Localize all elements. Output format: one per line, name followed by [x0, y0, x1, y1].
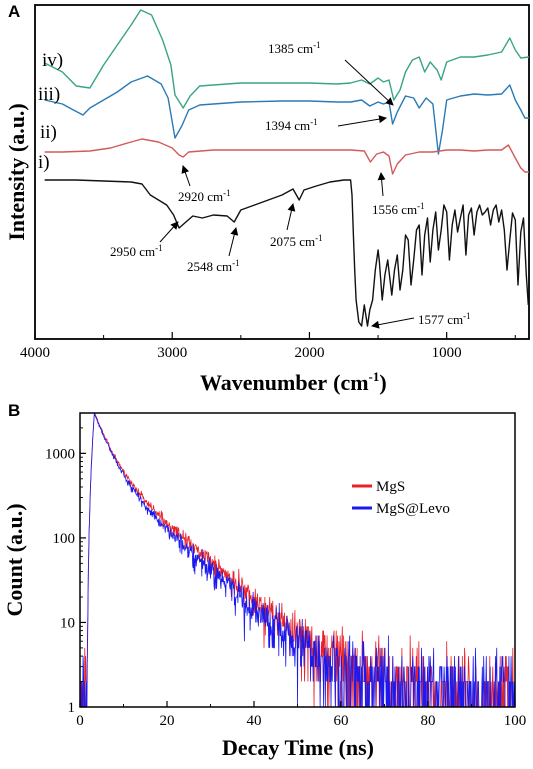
panel-a-annotations: 1385 cm-1 1394 cm-1 2920 cm-1 1556 cm-1 2950… — [110, 40, 471, 329]
b-ytick-label-1000: 1000 — [45, 446, 75, 462]
panel-a-series — [44, 9, 530, 327]
panel-b-letter: B — [8, 401, 20, 420]
xtick-label-2000: 2000 — [294, 345, 324, 361]
panel-a-letter: A — [8, 2, 20, 21]
series-label-4: i) — [38, 152, 50, 173]
panel-a: A iv) iii) ii) i) 1385 cm-1 1394 cm-1 2920 cm… — [4, 2, 530, 395]
legend-label-mgs-levo: MgS@Levo — [376, 501, 450, 517]
annotation-arrow-8 — [371, 317, 415, 329]
b-ytick-label-1: 1 — [68, 700, 76, 716]
annotation-label-1: 1385 cm-1 — [268, 40, 321, 56]
xtick-label-3000: 3000 — [157, 345, 187, 361]
panel-a-xlabel: Wavenumber (cm-1) — [200, 369, 387, 395]
annotation-label-7: 2075 cm-1 — [270, 233, 323, 249]
annotation-arrow-4 — [377, 172, 386, 197]
panel-b-legend: MgS MgS@Levo — [352, 479, 450, 517]
panel-b-series — [79, 413, 516, 708]
b-ytick-label-10: 10 — [60, 615, 75, 631]
panel-b: B 0 20 40 60 80 100 1 10 100 1000 MgS MgS@Levo De… — [2, 401, 526, 760]
xtick-label-1000: 1000 — [432, 345, 462, 361]
annotation-arrow-1 — [344, 59, 394, 106]
annotation-label-3: 2920 cm-1 — [178, 188, 231, 204]
series-line-4 — [44, 179, 529, 327]
panel-a-ylabel: Intensity (a.u.) — [4, 103, 29, 241]
legend-label-mgs: MgS — [376, 479, 405, 495]
annotation-arrow-5 — [159, 221, 179, 243]
annotation-arrow-7 — [286, 203, 296, 231]
annotation-arrow-6 — [228, 227, 239, 257]
annotation-label-5: 2950 cm-1 — [110, 243, 163, 259]
panel-b-xlabel: Decay Time (ns) — [222, 735, 374, 760]
annotation-arrow-3 — [181, 165, 191, 187]
decay-series-1 — [79, 413, 515, 708]
xtick-label-4000: 4000 — [20, 345, 50, 361]
b-ytick-label-100: 100 — [53, 531, 76, 547]
b-xtick-label-100: 100 — [504, 713, 527, 729]
b-xtick-label-80: 80 — [421, 713, 436, 729]
panel-b-ticks: 0 20 40 60 80 100 1 10 100 1000 — [45, 412, 527, 729]
annotation-label-4: 1556 cm-1 — [372, 201, 425, 217]
panel-a-series-labels: iv) iii) ii) i) — [38, 50, 63, 173]
series-label-2: iii) — [38, 84, 60, 105]
series-label-3: ii) — [40, 122, 57, 143]
annotation-arrow-2 — [337, 115, 387, 127]
annotation-label-6: 2548 cm-1 — [187, 258, 240, 274]
series-line-2 — [44, 75, 529, 155]
b-xtick-label-60: 60 — [334, 713, 349, 729]
decay-series-2 — [80, 413, 516, 708]
b-xtick-label-40: 40 — [247, 713, 262, 729]
annotation-label-2: 1394 cm-1 — [265, 117, 318, 133]
b-xtick-label-20: 20 — [160, 713, 175, 729]
series-line-3 — [44, 138, 529, 175]
panel-a-ticks: 4000 3000 2000 1000 — [20, 332, 516, 361]
b-xtick-label-0: 0 — [76, 713, 84, 729]
panel-b-ylabel: Count (a.u.) — [2, 503, 27, 616]
series-line-1 — [44, 9, 530, 109]
annotation-label-8: 1577 cm-1 — [418, 311, 471, 327]
series-label-1: iv) — [42, 50, 63, 71]
